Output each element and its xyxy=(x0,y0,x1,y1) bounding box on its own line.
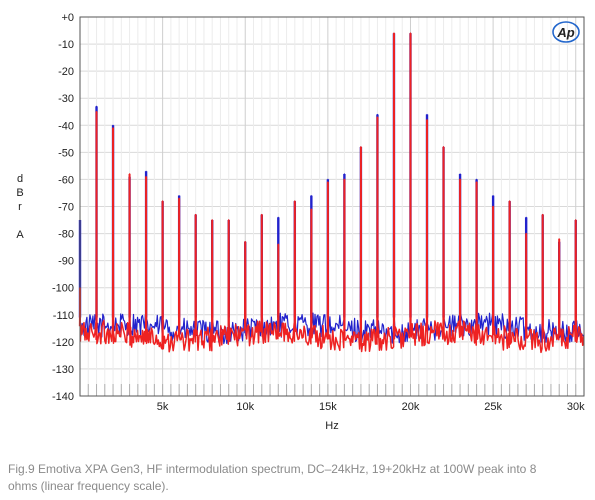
y-tick-label: -90 xyxy=(58,256,74,268)
ap-logo-icon: Ap xyxy=(552,21,580,43)
plot-frame xyxy=(79,16,585,397)
y-axis-label-char: A xyxy=(16,229,24,241)
x-axis-label: Hz xyxy=(325,420,338,432)
y-tick-label: -110 xyxy=(53,310,74,322)
x-tick-label: 30k xyxy=(567,401,585,413)
y-tick-label: -40 xyxy=(58,120,74,132)
y-tick-label: -80 xyxy=(58,229,74,241)
y-tick-label: -30 xyxy=(58,93,74,105)
y-tick-label: +0 xyxy=(61,12,74,24)
y-axis: +0 -10 -20 -30 -40 -50 -60 -70 -80 -90 -100 -110 -12… xyxy=(52,12,74,403)
figure-caption: Fig.9 Emotiva XPA Gen3, HF intermodulati… xyxy=(8,462,537,493)
x-tick-label: 20k xyxy=(402,401,420,413)
y-tick-label: -130 xyxy=(52,364,74,376)
y-axis-label-char: d xyxy=(17,173,23,185)
y-tick-label: -120 xyxy=(52,337,74,349)
y-tick-label: -50 xyxy=(58,147,74,159)
y-tick-label: -20 xyxy=(58,66,74,78)
y-tick-label: -140 xyxy=(52,391,74,403)
ap-logo-text: Ap xyxy=(556,25,574,40)
x-tick-label: 25k xyxy=(484,401,502,413)
y-tick-label: -70 xyxy=(58,202,74,214)
y-tick-label: -60 xyxy=(58,174,74,186)
x-tick-label: 5k xyxy=(157,401,169,413)
x-tick-label: 15k xyxy=(319,401,337,413)
y-axis-label-char: r xyxy=(18,201,22,213)
series-layer xyxy=(78,32,585,354)
x-tick-label: 10k xyxy=(236,401,254,413)
y-axis-label-char: B xyxy=(16,187,23,199)
y-tick-label: -100 xyxy=(52,283,74,295)
spectrum-chart: +0 -10 -20 -30 -40 -50 -60 -70 -80 -90 -100 -110 -12… xyxy=(16,12,585,432)
y-tick-label: -10 xyxy=(58,39,74,51)
y-axis-label: dBr A xyxy=(16,173,24,241)
series-line xyxy=(78,32,585,354)
x-axis: 5k 10k 15k 20k 25k 30k xyxy=(157,401,585,413)
